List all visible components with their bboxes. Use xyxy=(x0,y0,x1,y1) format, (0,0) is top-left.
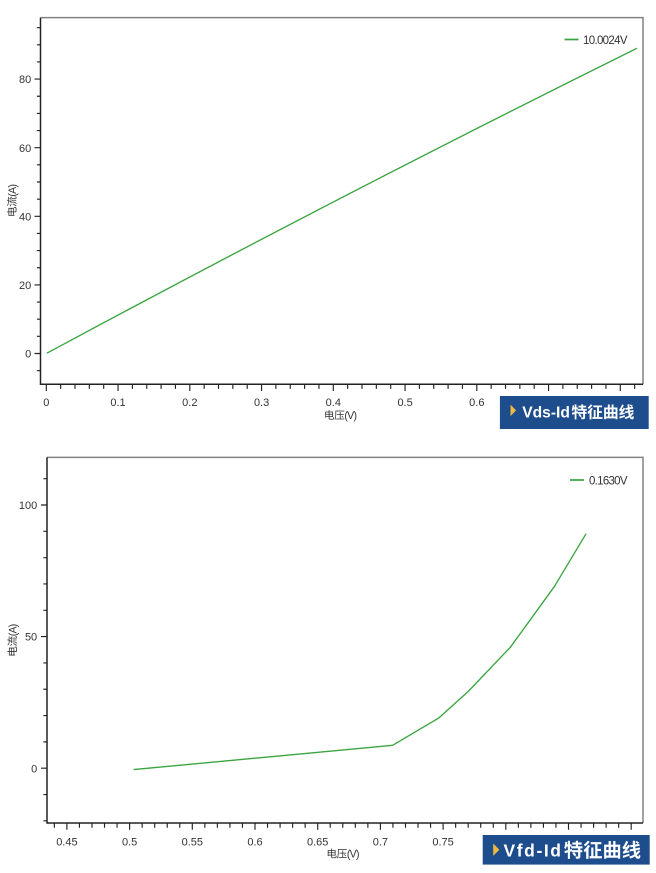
svg-text:(V): (V) xyxy=(344,410,357,422)
svg-text:Vds-Id: Vds-Id xyxy=(522,405,570,422)
svg-text:0.55: 0.55 xyxy=(182,837,203,849)
svg-text:0.2: 0.2 xyxy=(182,397,197,409)
svg-text:80: 80 xyxy=(19,74,31,86)
svg-text:60: 60 xyxy=(19,143,31,155)
svg-text:10.0024V: 10.0024V xyxy=(583,35,628,47)
svg-text:0.6: 0.6 xyxy=(247,837,262,849)
svg-text:0.6: 0.6 xyxy=(469,397,484,409)
svg-text:50: 50 xyxy=(25,632,37,644)
svg-text:100: 100 xyxy=(19,500,37,512)
svg-text:0.3: 0.3 xyxy=(254,397,269,409)
svg-text:(A): (A) xyxy=(7,184,19,197)
svg-text:20: 20 xyxy=(19,280,31,292)
svg-text:0.1: 0.1 xyxy=(110,397,125,409)
svg-text:0.5: 0.5 xyxy=(397,397,412,409)
svg-text:Vfd-Id: Vfd-Id xyxy=(504,840,562,860)
svg-text:0: 0 xyxy=(43,397,49,409)
svg-text:0: 0 xyxy=(25,349,31,361)
svg-text:(A): (A) xyxy=(7,624,19,637)
svg-text:0.1630V: 0.1630V xyxy=(589,476,628,488)
svg-text:(V): (V) xyxy=(347,849,360,861)
svg-text:0.4: 0.4 xyxy=(326,397,341,409)
svg-text:0.45: 0.45 xyxy=(56,837,77,849)
svg-text:0.65: 0.65 xyxy=(307,837,328,849)
svg-text:0: 0 xyxy=(31,763,37,775)
svg-text:0.7: 0.7 xyxy=(373,837,388,849)
svg-text:0.5: 0.5 xyxy=(122,837,137,849)
svg-text:40: 40 xyxy=(19,211,31,223)
svg-text:0.75: 0.75 xyxy=(432,837,453,849)
